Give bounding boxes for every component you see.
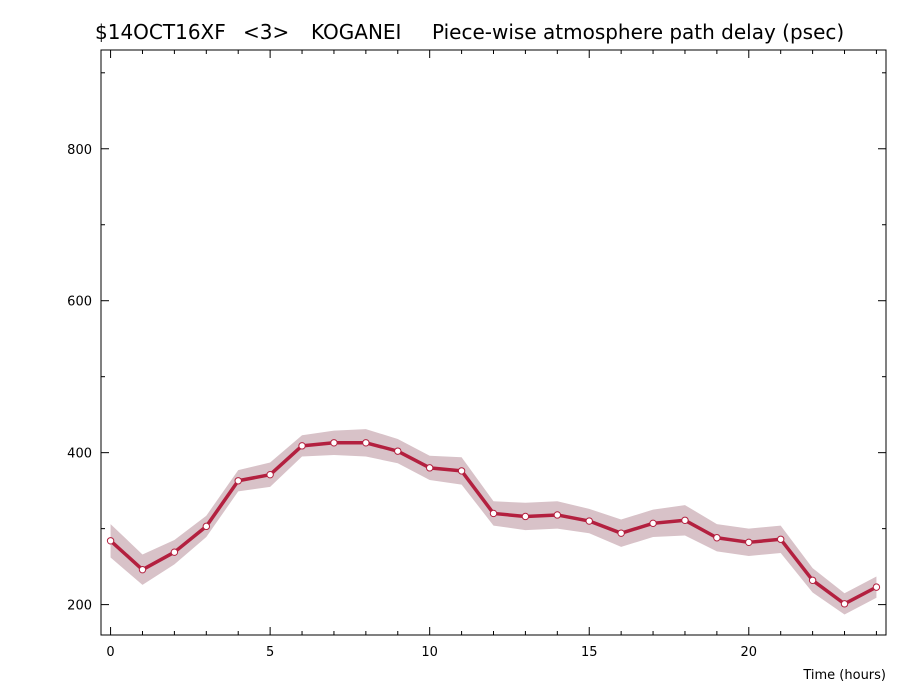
data-point: [553, 511, 562, 519]
data-point: [425, 464, 434, 472]
data-point: [489, 509, 498, 518]
data-point: [776, 535, 785, 543]
title-session: $14OCT16XF: [95, 20, 226, 44]
data-point: [457, 467, 466, 475]
y-tick-label: 200: [67, 599, 92, 614]
x-tick-label: 15: [581, 645, 598, 660]
data-point: [585, 517, 593, 525]
data-point: [298, 442, 306, 450]
data-point: [202, 522, 211, 531]
data-point: [617, 529, 625, 537]
y-tick-label: 400: [67, 447, 92, 462]
x-tick-label: 5: [266, 645, 274, 660]
x-tick-label: 0: [106, 645, 114, 660]
title-description: Piece-wise atmosphere path delay (psec): [432, 20, 844, 44]
data-point: [649, 519, 657, 528]
y-axis: 200 400 600 800: [67, 72, 886, 614]
data-point: [170, 548, 179, 556]
data-point: [362, 439, 370, 447]
data-point: [234, 477, 242, 485]
data-point: [872, 583, 881, 591]
data-point: [808, 576, 817, 584]
data-point: [106, 537, 115, 545]
data-point: [745, 538, 753, 547]
chart-title: $14OCT16XF <3> KOGANEI Piece-wise atmosp…: [95, 20, 844, 44]
x-tick-label: 20: [741, 645, 758, 660]
data-point: [681, 516, 689, 524]
data-point: [840, 600, 849, 608]
title-station: KOGANEI: [311, 20, 401, 44]
series-area: [106, 429, 881, 615]
y-tick-label: 600: [67, 295, 92, 310]
y-tick-label: 800: [67, 143, 92, 158]
data-point: [394, 447, 402, 455]
x-axis: 0 5 10 15 20: [106, 50, 877, 660]
data-point: [521, 512, 530, 521]
data-point: [713, 534, 721, 542]
data-point: [138, 565, 147, 574]
title-scan: <3>: [243, 20, 289, 44]
data-point: [266, 470, 274, 479]
x-tick-label: 10: [421, 645, 438, 660]
x-axis-label: Time (hours): [802, 668, 886, 683]
error-band: [110, 429, 877, 615]
data-point: [330, 439, 338, 447]
